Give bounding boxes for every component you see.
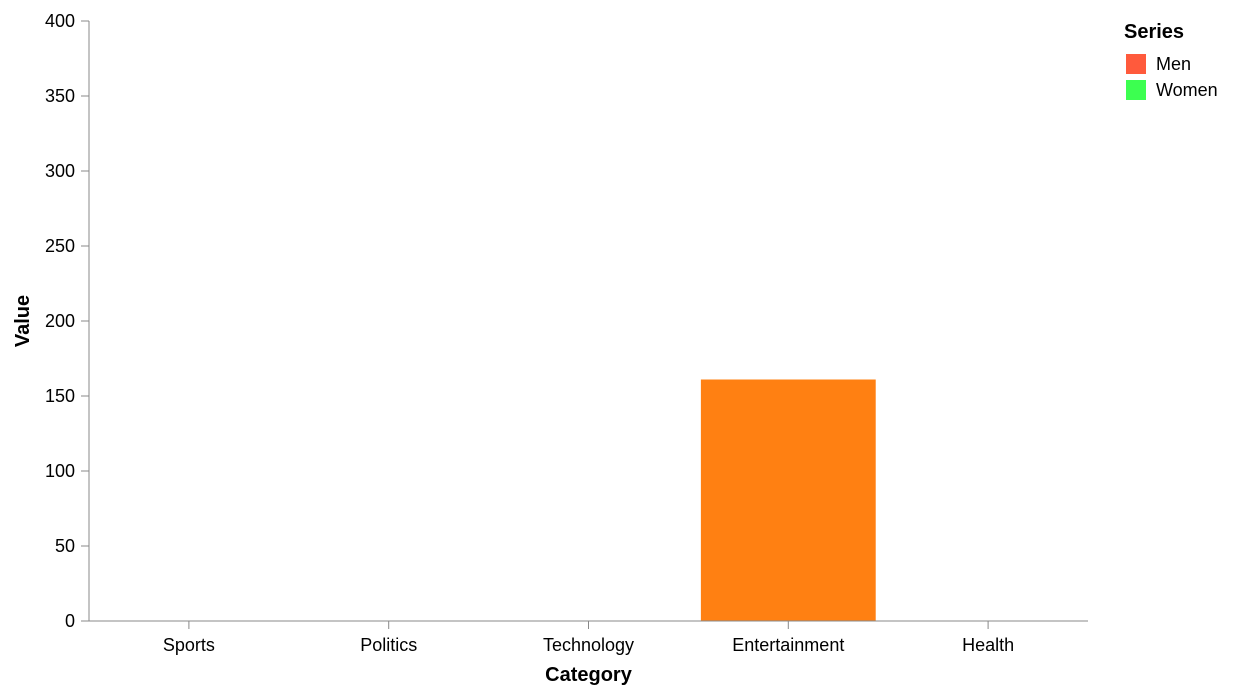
x-tick-label: Health: [962, 635, 1014, 655]
legend-title: Series: [1124, 21, 1184, 43]
y-tick-label: 100: [45, 461, 75, 481]
x-axis: Sports Politics Technology Entertainment Hea…: [89, 620, 1088, 655]
y-tick-label: 200: [45, 311, 75, 331]
legend-label-women: Women: [1156, 80, 1218, 100]
y-axis: 0 50 100 150 200 250 300 350 400: [45, 11, 90, 631]
bar-entertainment: [700, 379, 876, 621]
legend-label-men: Men: [1156, 54, 1191, 74]
y-tick-label: 250: [45, 236, 75, 256]
y-tick-label: 50: [55, 536, 75, 556]
legend: Series Men Women: [1124, 21, 1218, 100]
x-axis-title: Category: [545, 664, 633, 686]
y-tick-label: 350: [45, 86, 75, 106]
bars-layer: [700, 379, 876, 621]
x-tick-label: Entertainment: [732, 635, 844, 655]
legend-swatch-women: [1126, 80, 1146, 100]
y-tick-label: 400: [45, 11, 75, 31]
legend-swatch-men: [1126, 54, 1146, 74]
y-tick-label: 150: [45, 386, 75, 406]
y-tick-label: 300: [45, 161, 75, 181]
x-tick-label: Sports: [163, 635, 215, 655]
x-tick-label: Politics: [360, 635, 417, 655]
y-axis-title: Value: [12, 295, 34, 347]
x-tick-label: Technology: [543, 635, 634, 655]
y-tick-label: 0: [65, 611, 75, 631]
